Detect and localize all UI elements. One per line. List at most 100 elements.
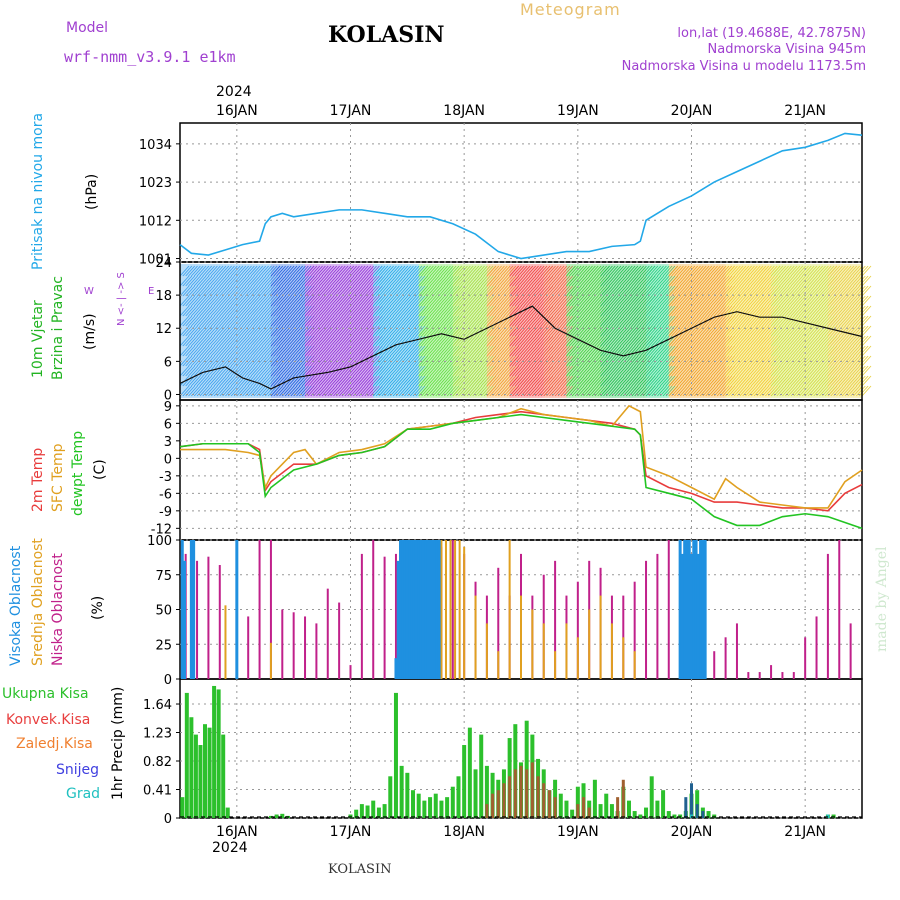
wind-barb: [742, 355, 752, 367]
wind-barb: [611, 265, 622, 277]
wind-barb: [676, 375, 687, 387]
wind-barb: [361, 295, 372, 307]
wind-barb: [665, 295, 676, 307]
wind-barb: [529, 385, 539, 397]
wind-color-band: [771, 264, 828, 398]
wind-barb: [762, 365, 772, 377]
y-tick-label: 1.64: [143, 698, 172, 713]
wind-barb: [801, 375, 812, 387]
wind-barb: [273, 285, 284, 297]
wind-barb: [600, 355, 610, 367]
wind-barb: [844, 295, 855, 307]
wind-barb: [378, 325, 389, 337]
wind-barb: [543, 365, 554, 377]
wind-barb: [378, 295, 389, 307]
hail-bar: [690, 814, 693, 818]
wind-barb: [568, 265, 579, 277]
wind-barb: [256, 285, 267, 297]
wind-barb: [489, 375, 500, 387]
wind-barb: [793, 265, 804, 277]
wind-barb: [654, 365, 664, 377]
wind-barb: [219, 305, 230, 317]
wind-barb: [733, 265, 744, 277]
wind-barb: [495, 325, 505, 337]
wind-barb: [563, 325, 573, 337]
wind-barb: [193, 285, 204, 297]
wind-barb: [256, 305, 267, 317]
wind-barb: [725, 365, 735, 377]
wind-barb: [384, 275, 394, 287]
wind-barb: [250, 265, 261, 277]
total-precip-bar: [348, 814, 353, 818]
wind-barb: [713, 365, 724, 377]
wind-barb: [370, 275, 380, 287]
wind-barb: [404, 385, 414, 397]
wind-barb: [793, 345, 804, 357]
wind-barb: [850, 315, 860, 327]
wind-barb: [597, 315, 608, 327]
wind-barb: [441, 315, 451, 327]
wind-barb: [392, 335, 403, 347]
wind-barb: [529, 375, 539, 387]
wind-barb: [767, 325, 778, 337]
wind-barb: [415, 385, 426, 397]
wind-barb: [554, 315, 565, 327]
wind-barb: [847, 265, 858, 277]
wind-barb: [210, 365, 221, 377]
wind-barb: [762, 385, 772, 397]
wind-barb: [478, 385, 488, 397]
wind-barb: [236, 385, 247, 397]
wind-barb: [438, 275, 448, 287]
wind-barb: [844, 325, 855, 337]
wind-barb: [418, 325, 429, 337]
wind-barb: [301, 285, 312, 297]
wind-barb: [662, 285, 673, 297]
wind-barb: [227, 305, 238, 317]
wind-barb: [799, 385, 809, 397]
wind-barb: [412, 325, 423, 337]
wind-barb: [276, 365, 286, 377]
wind-barb: [293, 365, 304, 377]
wind-barb: [756, 375, 767, 387]
wind-barb: [529, 325, 539, 337]
wind-barb: [267, 335, 278, 347]
wind-barb: [443, 305, 454, 317]
wind-barb: [824, 345, 835, 357]
wind-barb: [483, 355, 494, 367]
wind-barb: [611, 295, 622, 307]
wind-barb: [202, 295, 213, 307]
wind-barb: [611, 325, 622, 337]
wind-barb: [685, 385, 696, 397]
wind-barb: [398, 265, 409, 277]
wind-barb: [730, 315, 741, 327]
wind-barb: [676, 285, 687, 297]
wind-barb: [551, 365, 562, 377]
wind-barb: [790, 265, 801, 277]
wind-barb: [833, 265, 843, 277]
total-precip-bar: [180, 797, 185, 818]
wind-barb: [736, 345, 747, 357]
wind-barb: [719, 365, 730, 377]
wind-barb: [804, 275, 815, 287]
wind-barb: [242, 315, 252, 327]
wind-barb: [469, 385, 480, 397]
wind-barb: [276, 305, 286, 317]
wind-barb: [529, 295, 539, 307]
wind-barb: [551, 295, 562, 307]
wind-barb: [370, 335, 380, 347]
wind-barb: [608, 295, 619, 307]
wind-barb: [529, 275, 539, 287]
total-precip-bar: [393, 692, 398, 818]
wind-barb: [591, 335, 602, 347]
wind-barb: [662, 275, 673, 287]
wind-barb: [719, 285, 730, 297]
wind-barb: [637, 315, 647, 327]
wind-barb: [824, 275, 835, 287]
wind-barb: [682, 355, 693, 367]
wind-barb: [429, 345, 440, 357]
conv-precip-bar: [536, 776, 540, 818]
wind-barb: [500, 385, 511, 397]
wind-barb: [281, 325, 292, 337]
wind-barb: [452, 305, 463, 317]
wind-barb: [355, 265, 366, 277]
